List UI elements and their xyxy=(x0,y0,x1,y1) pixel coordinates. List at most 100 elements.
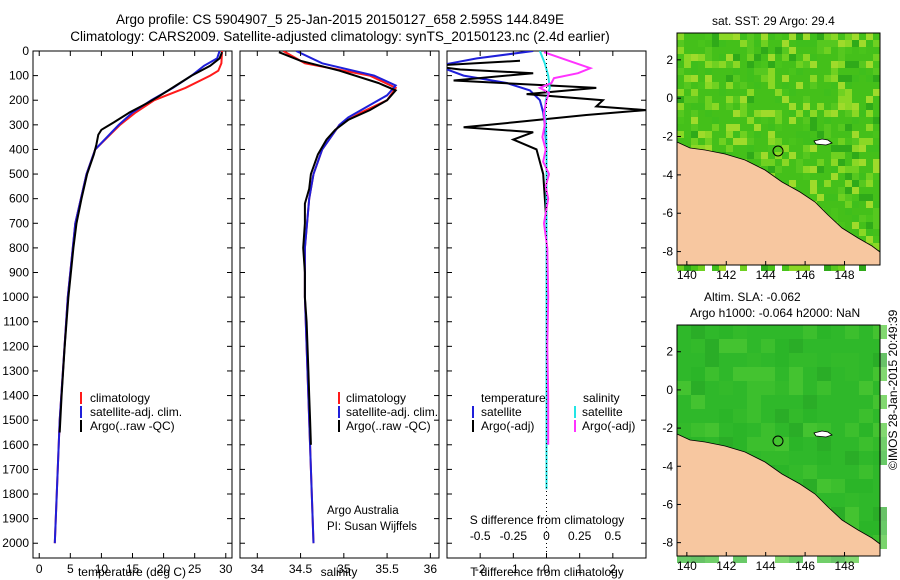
sst-map-cell xyxy=(852,117,859,124)
sst-map-cell xyxy=(859,61,866,68)
sst-map-cell xyxy=(768,75,775,82)
sst-map-cell xyxy=(796,82,803,89)
sst-map-cell xyxy=(866,215,873,222)
sst-map-cell xyxy=(845,138,852,145)
sst-map-cell xyxy=(831,82,838,89)
sst-map-cell xyxy=(866,75,873,82)
sst-map-cell xyxy=(824,33,831,40)
sst-map-cell xyxy=(726,96,733,103)
difference-xlabel: T difference from climatology xyxy=(470,565,624,579)
x-tick-label: 0 xyxy=(36,562,43,576)
sst-map-cell xyxy=(810,110,817,117)
sst-map-cell xyxy=(712,124,719,131)
sst-map-cell xyxy=(831,68,838,75)
x-tick-label: 34.5 xyxy=(289,562,313,576)
sst-map-cell xyxy=(691,75,698,82)
legend-t-satellite: satellite xyxy=(481,405,522,419)
sst-map-cell xyxy=(838,40,845,47)
sst-map-cell xyxy=(824,264,831,271)
sst-map-cell xyxy=(754,54,761,61)
sst-map-cell xyxy=(768,138,775,145)
sst-map-cell xyxy=(803,103,810,110)
sst-map-cell xyxy=(726,82,733,89)
legend-swatch-argo xyxy=(338,420,340,432)
sst-map-cell xyxy=(852,159,859,166)
sla-map-cell xyxy=(761,381,775,395)
x-tick-label: 35 xyxy=(337,562,351,576)
sla-map-cell xyxy=(803,395,817,409)
temperature-panel-frame xyxy=(32,50,233,559)
sst-map-cell xyxy=(845,180,852,187)
salinity-panel: 34 34.5 35 35.5 36 salinity climatology sate… xyxy=(239,50,440,579)
sst-map-cell xyxy=(845,61,852,68)
series-line-salinity-satellite xyxy=(538,51,551,490)
sst-map-cell xyxy=(747,61,754,68)
chart-title-line2: Climatology: CARS2009. Satellite-adjuste… xyxy=(70,29,610,44)
sla-map-cell xyxy=(859,381,873,395)
sst-map-cell xyxy=(873,54,880,61)
sla-map-cell xyxy=(677,381,691,395)
sla-map-cell xyxy=(845,353,859,367)
sst-map-cell xyxy=(782,40,789,47)
sst-map-cell xyxy=(775,138,782,145)
sst-map-cell xyxy=(698,103,705,110)
sst-map-cell xyxy=(824,110,831,117)
sst-map-cell xyxy=(768,131,775,138)
sla-map-cell xyxy=(733,367,747,381)
sst-map-cell xyxy=(768,159,775,166)
legend-swatch-t-argo xyxy=(472,420,474,432)
sst-map-cell xyxy=(831,103,838,110)
legend-satellite: satellite-adj. clim. xyxy=(346,405,438,419)
sst-map-cell xyxy=(831,166,838,173)
x-tick-label: 35.5 xyxy=(375,562,399,576)
sst-map-cell xyxy=(845,110,852,117)
sst-map-cell xyxy=(733,82,740,89)
sst-map-cell xyxy=(803,264,810,271)
sla-map-cell xyxy=(747,381,761,395)
sst-map-cell xyxy=(705,145,712,152)
sst-map-cell xyxy=(831,40,838,47)
sst-map-cell xyxy=(677,54,684,61)
sst-map-cell xyxy=(796,110,803,117)
y-tick-label: 700 xyxy=(9,216,29,230)
series-line-salinity-argo-adj- xyxy=(537,51,594,445)
sst-map-cell xyxy=(810,166,817,173)
sst-map-cell xyxy=(754,152,761,159)
map-y-tick-label: 2 xyxy=(666,53,673,67)
sla-profile-marker xyxy=(772,435,784,447)
sst-map-cell xyxy=(831,159,838,166)
sst-map-cell xyxy=(761,68,768,75)
sst-map-cell xyxy=(852,180,859,187)
sst-map-cell xyxy=(852,152,859,159)
sst-map-cell xyxy=(838,103,845,110)
sst-map-cell xyxy=(859,173,866,180)
y-tick-label: 1600 xyxy=(2,438,29,452)
sst-map-cell xyxy=(852,194,859,201)
sst-map-cell xyxy=(775,61,782,68)
sla-map-cell xyxy=(677,423,691,437)
sla-map-cell xyxy=(691,339,705,353)
sst-map-cell xyxy=(775,117,782,124)
sst-map-cell xyxy=(789,180,796,187)
sst-map-cell xyxy=(845,194,852,201)
sst-map-cell xyxy=(726,33,733,40)
sst-map-cell xyxy=(705,138,712,145)
sst-map-cell xyxy=(796,68,803,75)
sst-map-cell xyxy=(761,159,768,166)
x-tick-label: 5 xyxy=(67,562,74,576)
sst-map-cell xyxy=(852,201,859,208)
sst-map-cell xyxy=(817,40,824,47)
sst-map-island xyxy=(813,138,833,146)
temperature-legend: climatology satellite-adj. clim. Argo(..… xyxy=(80,391,182,433)
sst-map-cell xyxy=(684,82,691,89)
sla-map-cell xyxy=(691,381,705,395)
sst-map-cell xyxy=(810,145,817,152)
y-tick-label: 900 xyxy=(9,266,29,280)
sla-map-cell xyxy=(775,409,789,423)
sst-map-cell xyxy=(747,47,754,54)
sst-map-cell xyxy=(796,40,803,47)
sst-map-cell xyxy=(726,54,733,61)
sst-map-cell xyxy=(873,173,880,180)
sst-map-cell xyxy=(796,33,803,40)
